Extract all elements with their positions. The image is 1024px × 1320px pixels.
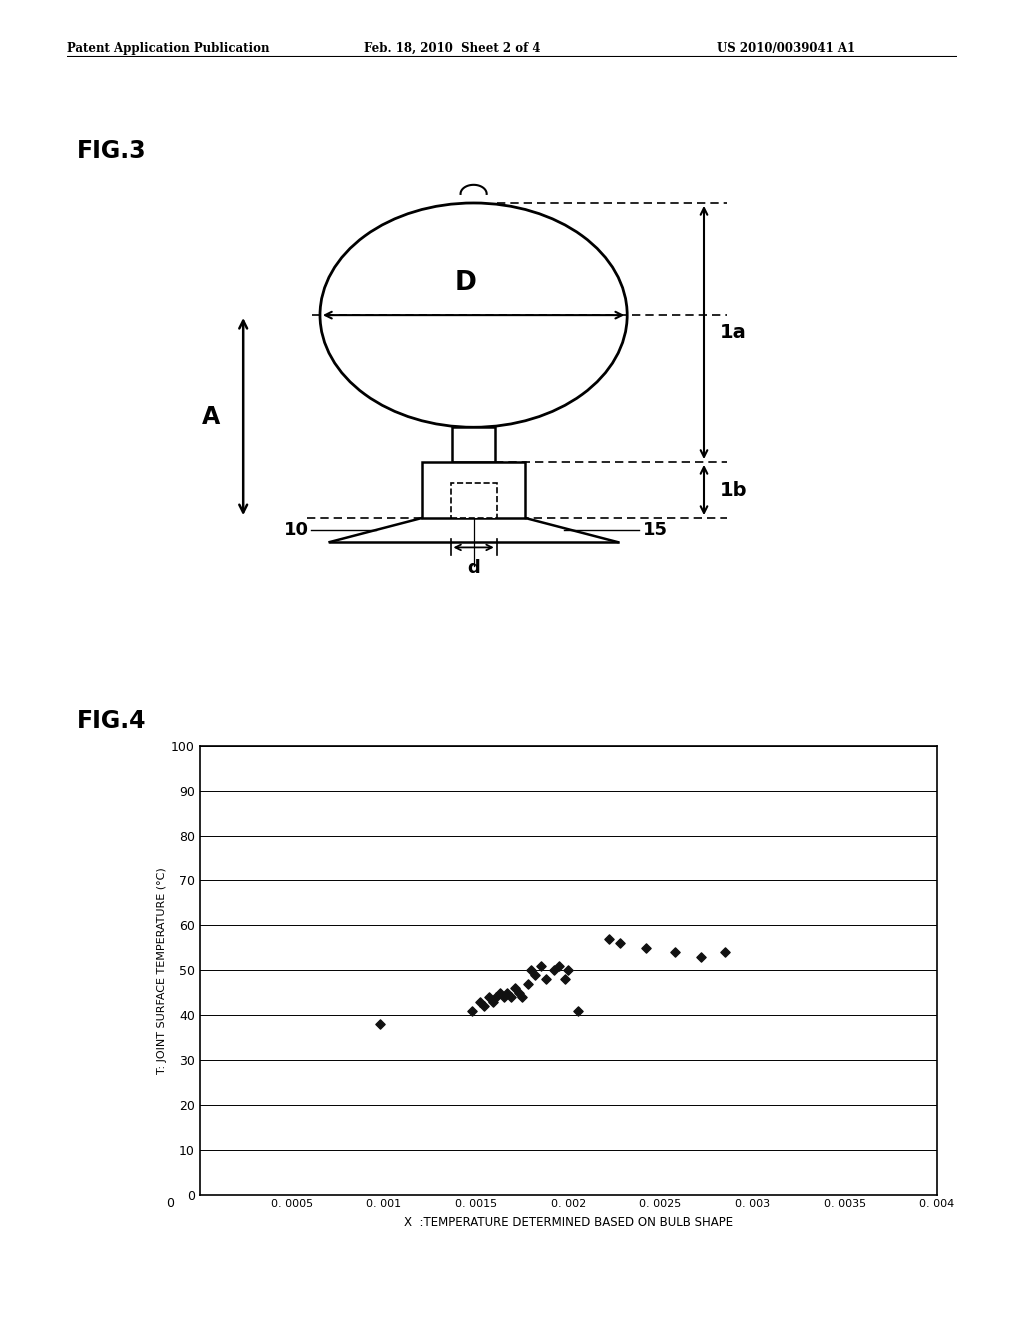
Point [523, 960, 540, 981]
Text: 0: 0 [166, 1197, 174, 1210]
Text: US 2010/0039041 A1: US 2010/0039041 A1 [717, 41, 855, 54]
Text: Feb. 18, 2010  Sheet 2 of 4: Feb. 18, 2010 Sheet 2 of 4 [364, 41, 540, 54]
Point [527, 964, 544, 985]
Point [638, 937, 654, 958]
Point [510, 982, 526, 1003]
Text: d: d [467, 560, 480, 577]
Text: 15: 15 [643, 521, 668, 539]
Bar [451, 483, 497, 517]
Point [601, 928, 617, 949]
Point [488, 986, 505, 1007]
Point [569, 1001, 586, 1022]
Point [538, 969, 554, 990]
Point [532, 956, 549, 977]
Point [496, 986, 512, 1007]
Point [560, 960, 577, 981]
Point [472, 991, 488, 1012]
Point [556, 969, 572, 990]
Point [500, 982, 516, 1003]
Point [546, 960, 562, 981]
Point [503, 986, 519, 1007]
Y-axis label: T: JOINT SURFACE TEMPERATURE (°C): T: JOINT SURFACE TEMPERATURE (°C) [157, 867, 167, 1073]
Bar [422, 462, 525, 517]
Point [372, 1014, 388, 1035]
Point [484, 991, 501, 1012]
Text: FIG.4: FIG.4 [77, 709, 146, 733]
Point [464, 1001, 480, 1022]
Text: 1a: 1a [719, 323, 746, 342]
Point [475, 995, 492, 1016]
Bar [453, 428, 495, 462]
Point [514, 986, 530, 1007]
Point [519, 973, 536, 994]
Text: FIG.3: FIG.3 [77, 139, 146, 162]
Text: 10: 10 [284, 521, 308, 539]
X-axis label: X  :TEMPERATURE DETERMINED BASED ON BULB SHAPE: X :TEMPERATURE DETERMINED BASED ON BULB … [403, 1217, 733, 1229]
Text: Patent Application Publication: Patent Application Publication [67, 41, 269, 54]
Point [667, 941, 683, 962]
Point [481, 986, 498, 1007]
Text: 1b: 1b [719, 480, 746, 499]
Text: D: D [455, 271, 477, 297]
Point [492, 982, 508, 1003]
Point [611, 933, 628, 954]
Text: A: A [202, 404, 220, 429]
Point [717, 941, 733, 962]
Point [551, 956, 567, 977]
Point [693, 946, 710, 968]
Point [507, 978, 523, 999]
